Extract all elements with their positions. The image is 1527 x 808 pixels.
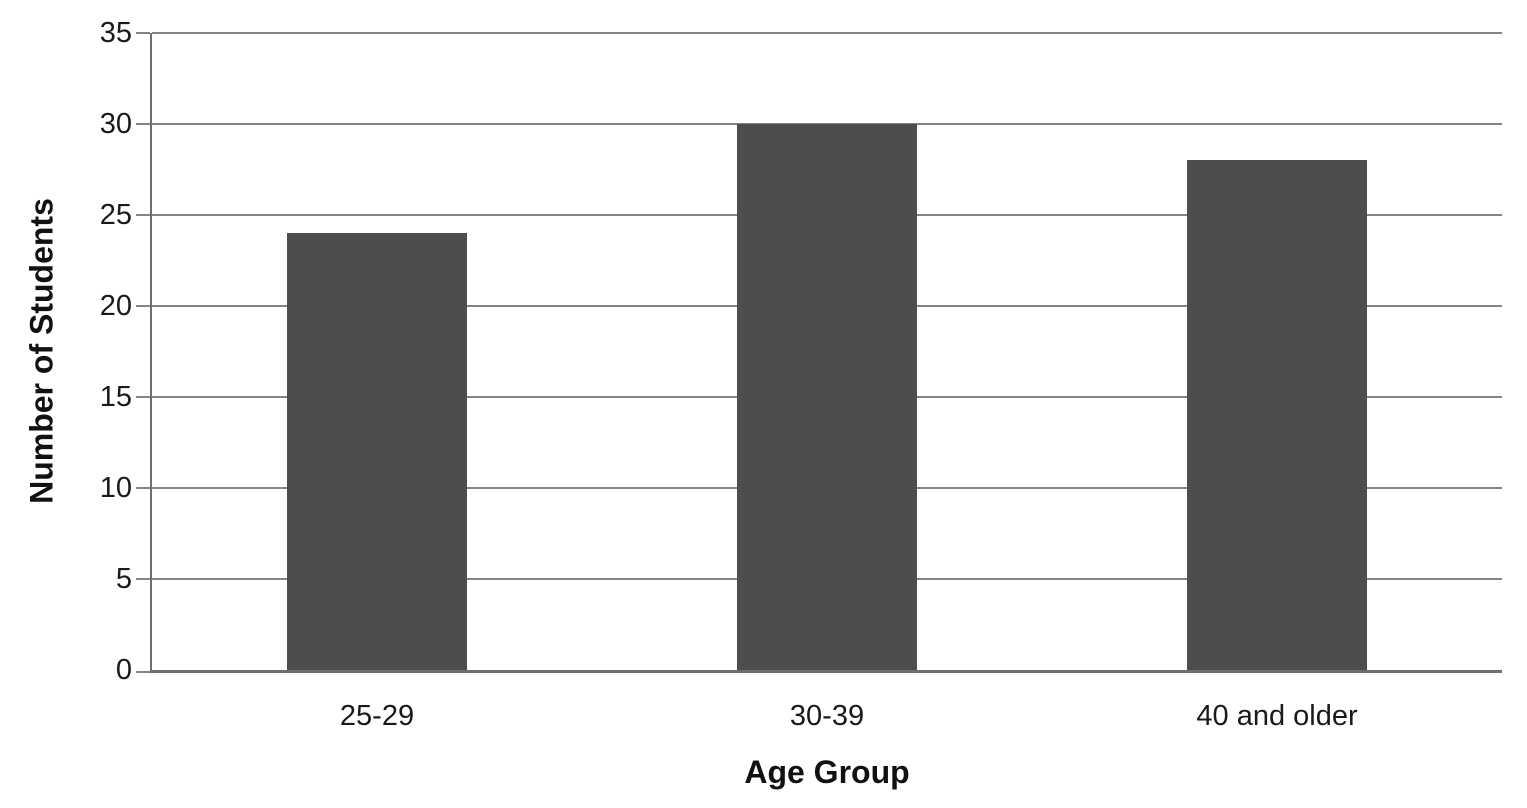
y-axis-title: Number of Students (23, 198, 60, 504)
x-tick-label: 40 and older (1196, 700, 1358, 732)
y-axis-tick (136, 487, 150, 489)
x-axis-title: Age Group (744, 754, 910, 790)
y-tick-label: 5 (115, 563, 132, 595)
y-tick-label: 10 (99, 472, 132, 504)
y-tick-label: 25 (99, 199, 132, 231)
x-tick-label: 25-29 (339, 700, 415, 732)
y-axis-tick (136, 670, 150, 673)
x-tick-label: 30-39 (789, 700, 865, 732)
plot-area: Age Group 0 5 10 15 20 25 30 35 25-29 30-39 40 and… (100, 17, 1502, 790)
y-axis-tick (136, 214, 150, 216)
y-axis-tick (136, 305, 150, 307)
y-tick-label: 35 (99, 17, 132, 49)
y-tick-label: 0 (115, 654, 132, 686)
bar (287, 233, 467, 670)
y-tick-label: 15 (99, 381, 132, 413)
gridline (152, 32, 1502, 34)
y-tick-label: 30 (99, 108, 132, 140)
bar (1187, 160, 1367, 670)
y-axis-tick (136, 32, 150, 34)
y-tick-label: 20 (99, 290, 132, 322)
bar (737, 124, 917, 670)
y-axis-tick (136, 396, 150, 398)
y-axis-tick (136, 578, 150, 580)
y-axis-tick (136, 123, 150, 125)
